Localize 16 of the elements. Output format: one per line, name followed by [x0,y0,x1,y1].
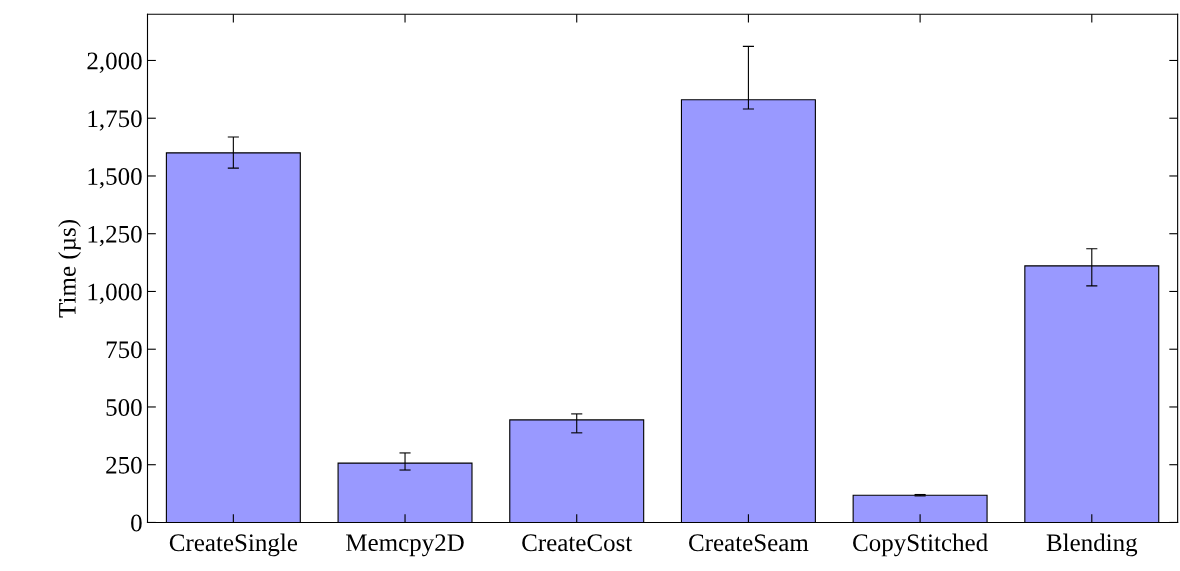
x-tick-label: CreateSingle [169,533,298,557]
y-tick-label: 500 [106,399,142,416]
x-tick-label: CreateCost [522,534,633,552]
x-tick-label: Blending [1046,533,1138,557]
y-tick-label: 1,000 [88,283,142,304]
y-tick-label: 1,750 [88,110,142,131]
x-tick-label: CreateSeam [689,534,809,552]
y-tick-label: 750 [106,341,142,359]
y-tick-label: 250 [106,456,142,474]
y-tick-label: 2,000 [87,52,142,73]
y-tick-label: 1,500 [88,168,142,189]
x-tick-label: CopyStitched [853,533,988,557]
y-tick-label: 1,250 [88,225,142,247]
x-tick-label: Memcpy2D [346,534,464,557]
y-axis-title: Time (µs) [58,220,81,318]
y-tick-label: 0 [131,514,142,532]
